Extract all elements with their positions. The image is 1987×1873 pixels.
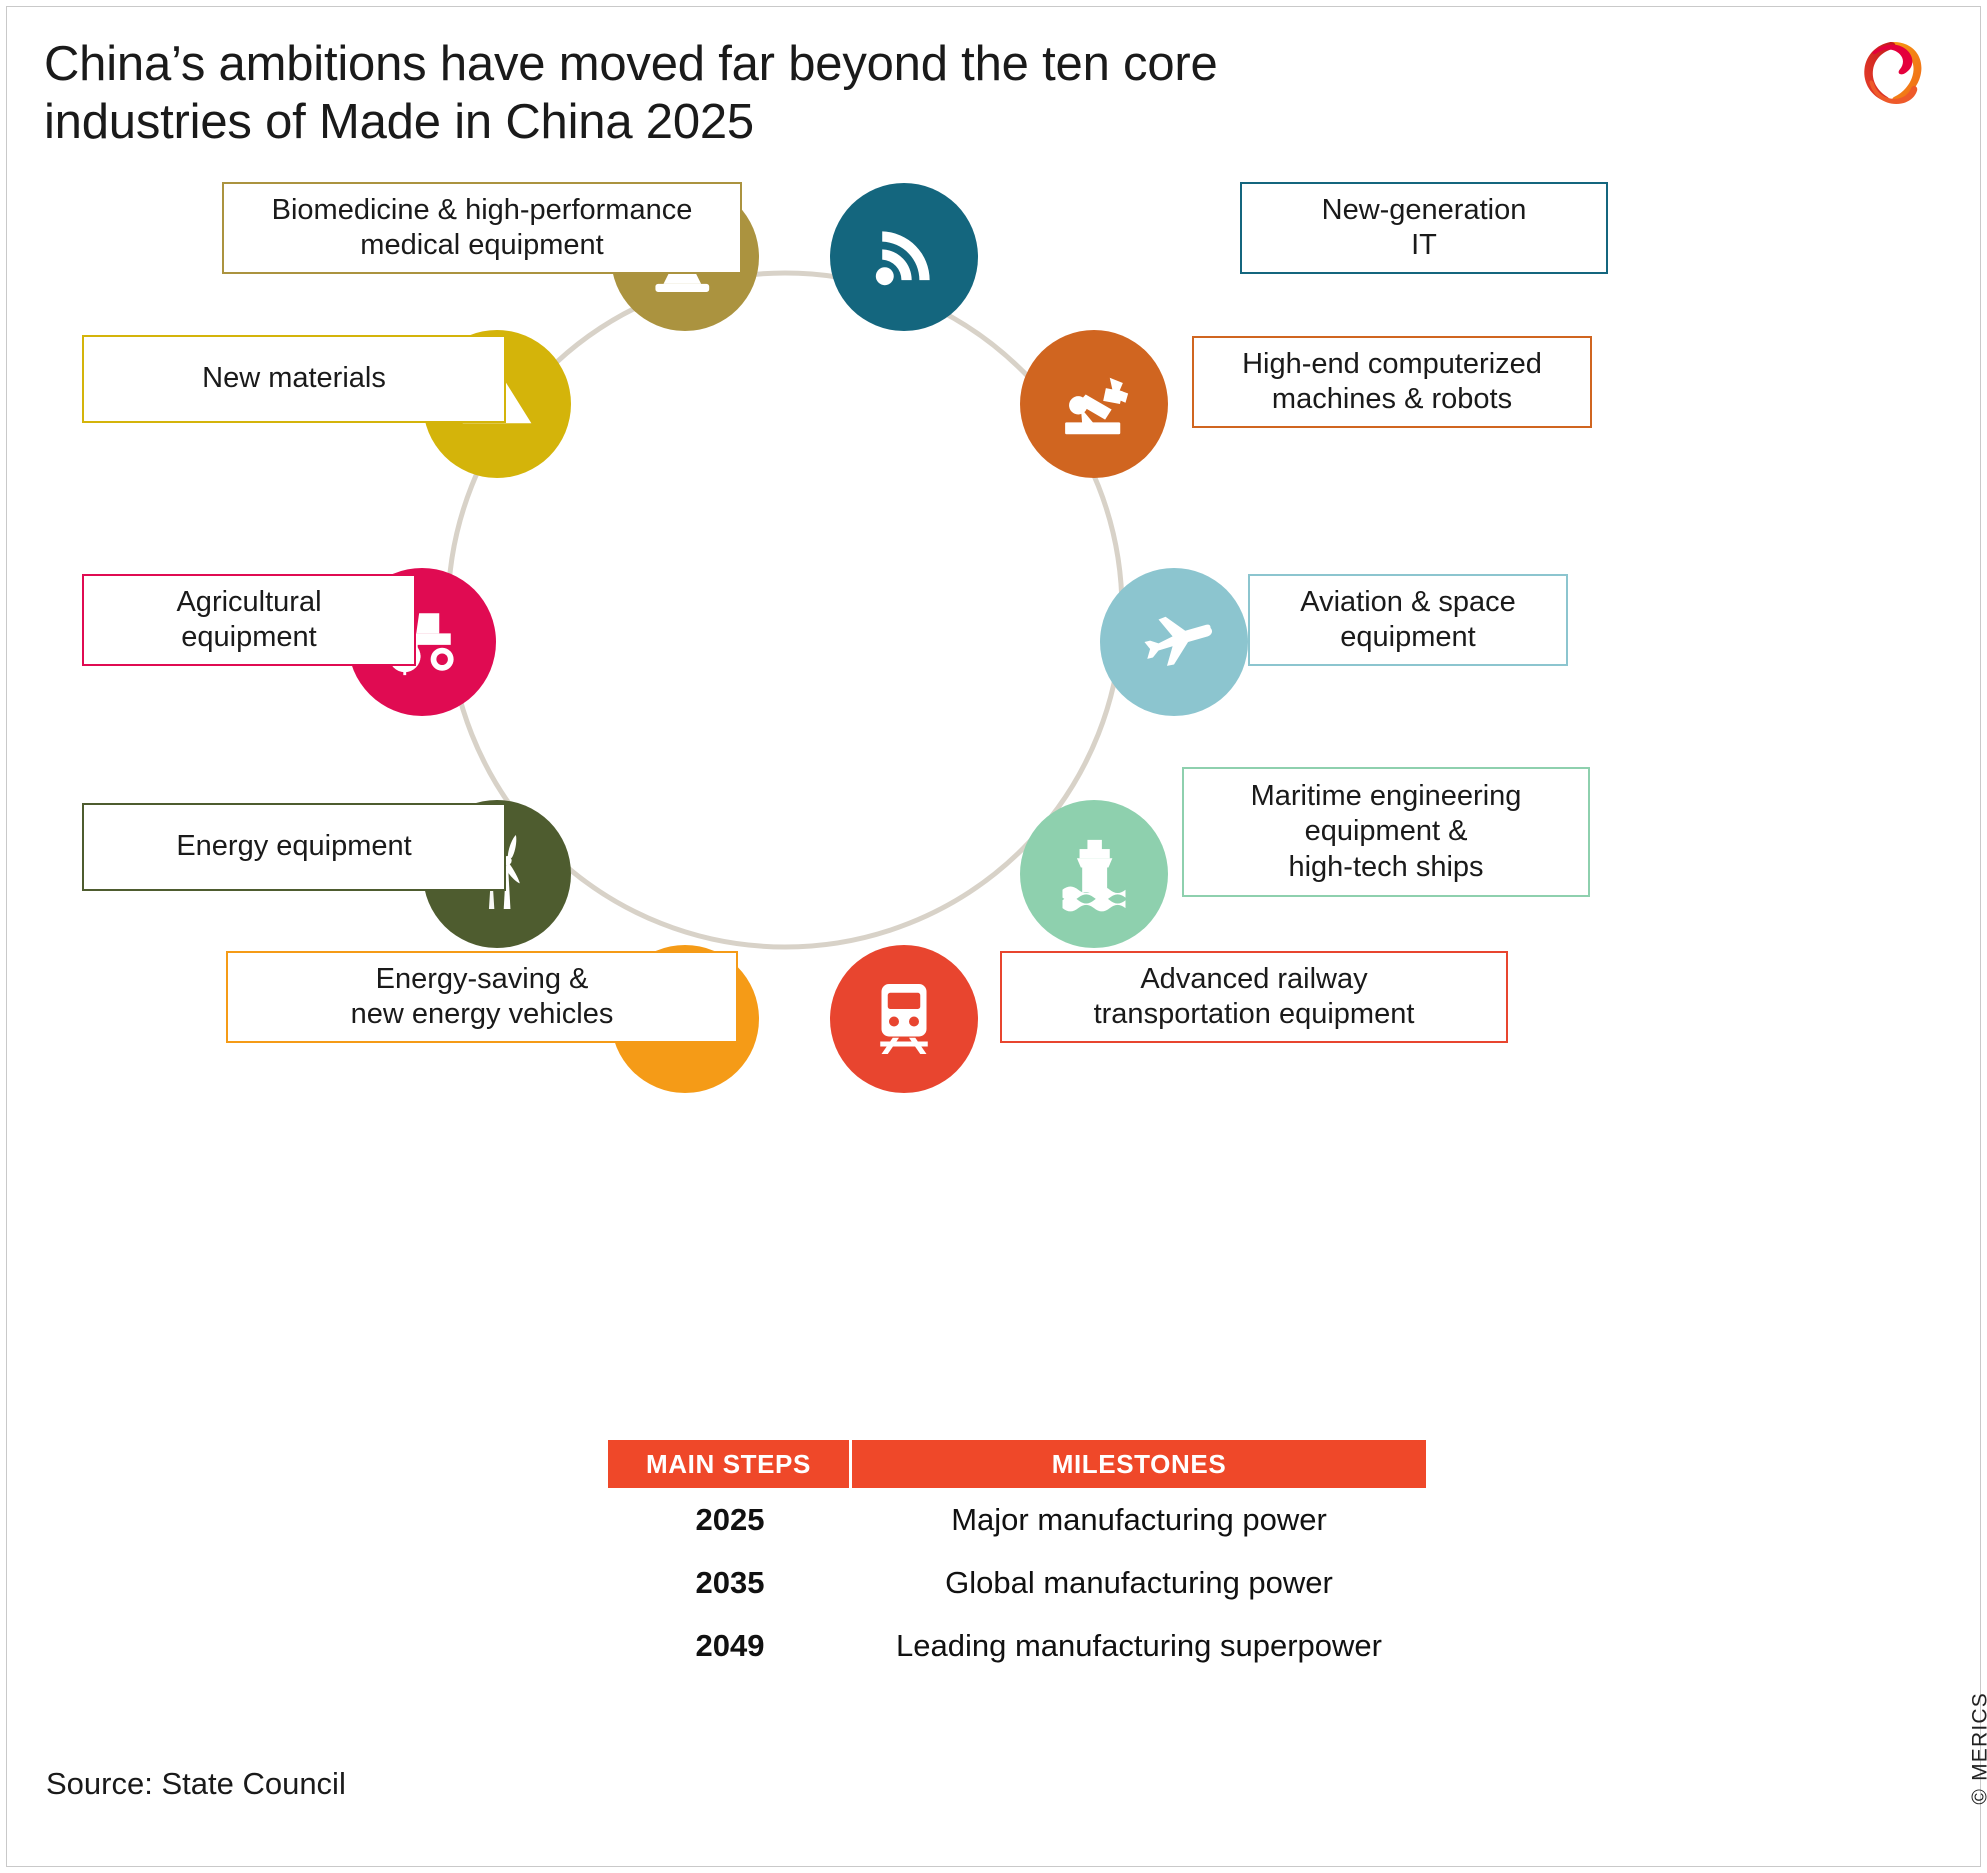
label-energy-equipment-line1: Energy equipment — [176, 830, 412, 863]
label-maritime-engineering-line3: high-tech ships — [1288, 850, 1484, 883]
table-row: 2035 Global manufacturing power — [608, 1551, 1426, 1614]
label-aviation-space: Aviation & space equipment — [1248, 574, 1568, 666]
label-agricultural-equipment-line2: equipment — [181, 621, 317, 653]
label-high-end-machines: High-end computerized machines & robots — [1192, 336, 1592, 428]
label-aviation-space-line2: equipment — [1340, 621, 1476, 653]
page-frame — [6, 6, 1981, 1867]
label-high-end-machines-line1: High-end computerized — [1242, 347, 1542, 380]
steps-milestones-table: MAIN STEPS MILESTONES 2025 Major manufac… — [608, 1440, 1426, 1677]
node-maritime-engineering[interactable] — [1020, 800, 1168, 948]
label-maritime-engineering-line2: equipment & — [1304, 815, 1468, 848]
label-new-generation-it-line1: New-generation — [1321, 193, 1527, 226]
table-row: 2025 Major manufacturing power — [608, 1488, 1426, 1551]
industries-circle-diagram: Biomedicine & high-performance medical e… — [0, 150, 1987, 1093]
label-energy-saving-vehicles: Energy-saving & new energy vehicles — [226, 951, 738, 1043]
node-advanced-railway[interactable] — [830, 945, 978, 1093]
table-row: 2049 Leading manufacturing superpower — [608, 1614, 1426, 1677]
page-title-line1: China’s ambitions have moved far beyond … — [44, 37, 1218, 91]
cell-milestone: Global manufacturing power — [945, 1564, 1333, 1600]
cell-step: 2025 — [695, 1501, 765, 1537]
label-biomedicine: Biomedicine & high-performance medical e… — [222, 182, 742, 274]
source-note: Source: State Council — [46, 1766, 346, 1801]
label-aviation-space-line1: Aviation & space — [1300, 585, 1516, 618]
copyright-note: © MERICS — [1969, 1692, 1987, 1805]
cell-milestone: Leading manufacturing superpower — [896, 1627, 1382, 1663]
label-agricultural-equipment: Agricultural equipment — [82, 574, 416, 666]
column-header-milestones: MILESTONES — [852, 1440, 1426, 1488]
merics-logo — [1849, 30, 1935, 116]
label-advanced-railway: Advanced railway transportation equipmen… — [1000, 951, 1508, 1043]
label-biomedicine-line2: medical equipment — [360, 229, 604, 261]
label-high-end-machines-line2: machines & robots — [1271, 383, 1513, 415]
label-energy-saving-vehicles-line2: new energy vehicles — [350, 998, 614, 1030]
label-new-generation-it: New-generation IT — [1240, 182, 1608, 274]
table-header-row: MAIN STEPS MILESTONES — [608, 1440, 1426, 1488]
page-title-line2: industries of Made in China 2025 — [44, 94, 754, 149]
label-energy-equipment: Energy equipment — [82, 803, 506, 891]
node-new-generation-it[interactable] — [830, 183, 978, 331]
label-biomedicine-line1: Biomedicine & high-performance — [271, 193, 693, 226]
airplane-icon — [1144, 616, 1213, 666]
train-icon — [880, 984, 928, 1054]
cell-step: 2035 — [695, 1564, 765, 1600]
cell-step: 2049 — [695, 1627, 765, 1663]
page-title: China’s ambitions have moved far beyond … — [44, 36, 1464, 152]
label-advanced-railway-line2: transportation equipment — [1093, 998, 1415, 1030]
wifi-signal-icon — [875, 231, 930, 286]
label-energy-saving-vehicles-line1: Energy-saving & — [375, 962, 589, 995]
node-aviation-space[interactable] — [1100, 568, 1248, 716]
cell-milestone: Major manufacturing power — [951, 1501, 1327, 1537]
label-new-generation-it-line2: IT — [1411, 229, 1437, 261]
node-high-end-machines[interactable] — [1020, 330, 1168, 478]
robot-arm-icon — [1065, 377, 1129, 435]
label-new-materials-line1: New materials — [202, 362, 386, 395]
label-new-materials: New materials — [82, 335, 506, 423]
label-advanced-railway-line1: Advanced railway — [1140, 962, 1368, 995]
column-header-main-steps: MAIN STEPS — [608, 1440, 852, 1488]
label-maritime-engineering: Maritime engineering equipment & high-te… — [1182, 767, 1590, 897]
label-agricultural-equipment-line1: Agricultural — [176, 585, 322, 618]
label-maritime-engineering-line1: Maritime engineering — [1250, 779, 1522, 812]
ship-icon — [1062, 839, 1126, 912]
